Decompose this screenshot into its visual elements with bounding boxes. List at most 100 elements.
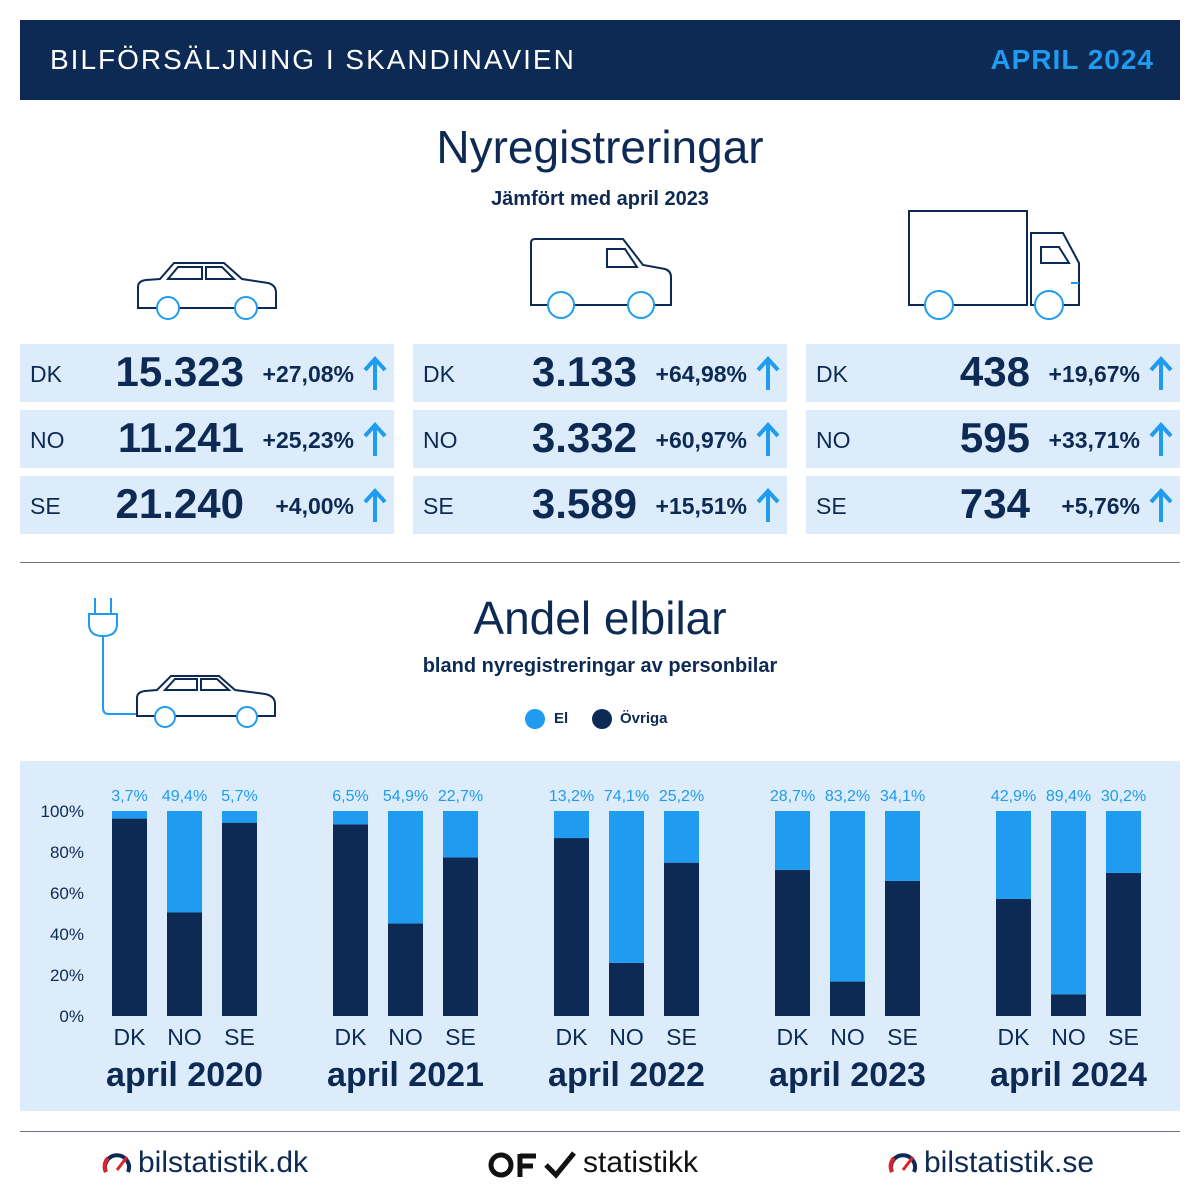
stat-value: 21.240 — [115, 480, 244, 527]
stat-change: +60,97% — [655, 427, 747, 453]
bar-el — [222, 811, 257, 823]
bar-ovriga — [1106, 872, 1141, 1016]
x-category-label: NO — [609, 1024, 644, 1050]
stat-value: 3.133 — [531, 348, 637, 395]
registrations-subtitle: Jämfört med april 2023 — [491, 188, 709, 210]
x-category-label: NO — [167, 1024, 202, 1050]
stat-country: NO — [30, 427, 65, 453]
bar-el — [112, 811, 147, 819]
stat-row: SE 734 +5,76% — [806, 476, 1180, 534]
legend-el-swatch — [525, 709, 545, 729]
x-group-label: april 2020 — [106, 1056, 263, 1094]
footer-right-text[interactable]: bilstatistik.se — [924, 1146, 1095, 1179]
arrow-up-icon — [756, 356, 780, 390]
bar-el — [554, 811, 589, 839]
bar-el — [996, 811, 1031, 899]
bar-el — [775, 811, 810, 870]
stat-change: +25,23% — [262, 427, 354, 453]
bar-el — [830, 811, 865, 982]
arrow-up-icon — [363, 356, 387, 390]
x-category-label: DK — [556, 1024, 589, 1050]
bar-ovriga — [1051, 994, 1086, 1016]
bar-data-label: 25,2% — [659, 788, 704, 805]
x-group-label: april 2024 — [990, 1056, 1147, 1094]
stat-change: +5,76% — [1061, 493, 1140, 519]
stat-value: 3.332 — [531, 414, 637, 461]
bar-ovriga — [885, 880, 920, 1016]
stat-row: DK 15.323 +27,08% — [20, 344, 394, 402]
bar-el — [388, 811, 423, 924]
bar-ovriga — [996, 898, 1031, 1016]
footer-divider — [20, 1131, 1180, 1132]
ev-share-chart: 0% 20% 40% 60% 80% 100% 3,7% DK 49,4% NO 5,7% SE apr… — [41, 788, 1148, 1094]
stat-country: NO — [423, 427, 458, 453]
bar-el — [1051, 811, 1086, 995]
bar-el — [664, 811, 699, 863]
stat-change: +19,67% — [1048, 361, 1140, 387]
arrow-up-icon — [1149, 488, 1173, 522]
stat-value: 11.241 — [117, 414, 244, 461]
truck-icon — [908, 210, 1080, 320]
x-group-label: april 2022 — [548, 1056, 705, 1094]
header-bar: BILFÖRSÄLJNING I SKANDINAVIEN APRIL 2024 — [20, 20, 1180, 100]
bar-el — [1106, 811, 1141, 873]
footer-center-text[interactable]: statistikk — [583, 1146, 699, 1179]
bar-ovriga — [664, 862, 699, 1016]
bar-el — [167, 811, 202, 913]
bar-el — [885, 811, 920, 881]
bar-data-label: 34,1% — [880, 788, 925, 805]
ofv-logo-icon — [488, 1151, 576, 1179]
stat-country: DK — [816, 361, 848, 387]
bar-data-label: 13,2% — [549, 788, 594, 805]
x-category-label: SE — [1108, 1024, 1139, 1050]
stat-change: +27,08% — [262, 361, 354, 387]
x-category-label: NO — [1051, 1024, 1086, 1050]
header-date: APRIL 2024 — [990, 44, 1154, 75]
stat-change: +15,51% — [655, 493, 747, 519]
x-category-label: SE — [224, 1024, 255, 1050]
x-category-label: DK — [114, 1024, 147, 1050]
x-category-label: NO — [830, 1024, 865, 1050]
bar-data-label: 22,7% — [438, 788, 483, 805]
arrow-up-icon — [363, 488, 387, 522]
legend-other-swatch — [592, 709, 612, 729]
stat-value: 15.323 — [115, 348, 244, 395]
bar-el — [609, 811, 644, 963]
bar-data-label: 5,7% — [221, 788, 257, 805]
bar-data-label: 6,5% — [332, 788, 368, 805]
bar-data-label: 30,2% — [1101, 788, 1146, 805]
x-category-label: SE — [666, 1024, 697, 1050]
y-tick-label: 80% — [50, 843, 84, 862]
bar-ovriga — [443, 857, 478, 1016]
bar-ovriga — [554, 838, 589, 1016]
arrow-up-icon — [1149, 422, 1173, 456]
bar-ovriga — [222, 822, 257, 1016]
stat-value: 3.589 — [531, 480, 637, 527]
stat-row: DK 3.133 +64,98% — [413, 344, 787, 402]
x-category-label: DK — [335, 1024, 368, 1050]
ev-subtitle: bland nyregistreringar av personbilar — [422, 655, 778, 677]
gauge-logo-icon — [888, 1153, 917, 1173]
ev-title: Andel elbilar — [473, 592, 727, 644]
bar-el — [333, 811, 368, 825]
bar-ovriga — [830, 981, 865, 1016]
bar-ovriga — [388, 923, 423, 1016]
arrow-up-icon — [1149, 356, 1173, 390]
bar-data-label: 28,7% — [770, 788, 815, 805]
arrow-up-icon — [756, 488, 780, 522]
stat-change: +4,00% — [275, 493, 354, 519]
gauge-logo-icon — [102, 1153, 131, 1173]
stat-country: SE — [816, 493, 847, 519]
arrow-up-icon — [756, 422, 780, 456]
stat-row: DK 438 +19,67% — [806, 344, 1180, 402]
stat-country: SE — [30, 493, 61, 519]
stat-value: 438 — [959, 348, 1030, 395]
car-icon — [137, 262, 277, 320]
bar-data-label: 74,1% — [604, 788, 649, 805]
legend-other-label: Övriga — [620, 710, 668, 727]
bar-data-label: 49,4% — [162, 788, 207, 805]
van-icon — [530, 238, 672, 319]
y-tick-label: 0% — [59, 1007, 84, 1026]
footer-left-text[interactable]: bilstatistik.dk — [138, 1146, 309, 1179]
stat-change: +33,71% — [1048, 427, 1140, 453]
